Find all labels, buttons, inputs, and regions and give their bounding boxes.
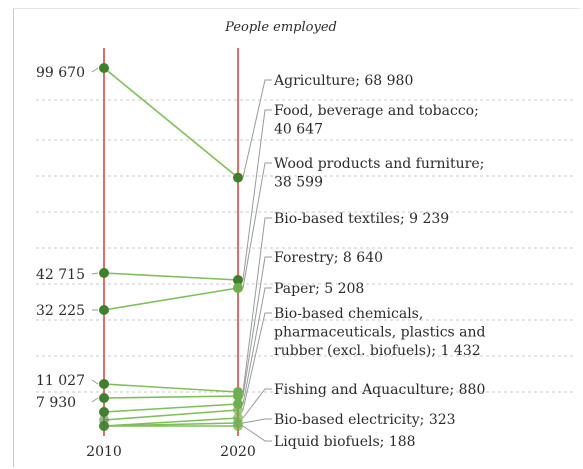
left-leader-0 xyxy=(91,67,99,73)
series-label-9-line-0: Liquid biofuels; 188 xyxy=(274,434,416,450)
series-line-2 xyxy=(103,287,239,311)
right-leader-5 xyxy=(242,287,272,405)
right-leader-4 xyxy=(242,256,272,397)
right-leader-6 xyxy=(242,312,272,411)
series-label-0-line-0: Agriculture; 68 980 xyxy=(273,73,413,89)
point-2010-1 xyxy=(99,268,109,278)
left-leader-4 xyxy=(91,397,99,403)
point-2020-4 xyxy=(233,391,243,401)
chart-frame xyxy=(13,8,580,467)
right-leader-1 xyxy=(242,109,272,281)
left-value-label-1: 42 715 xyxy=(36,267,85,283)
series-label-7-line-0: Fishing and Aquaculture; 880 xyxy=(274,382,485,398)
series-line-6 xyxy=(103,409,239,421)
series-label-6-line-2: rubber (excl. biofuels); 1 432 xyxy=(274,343,481,359)
left-leader-1 xyxy=(91,272,99,275)
right-leader-3 xyxy=(242,217,272,393)
point-2010-4 xyxy=(99,393,109,403)
series-label-8-line-0: Bio-based electricity; 323 xyxy=(274,412,456,428)
series-label-2-line-0: Wood products and furniture; xyxy=(274,156,484,172)
left-value-label-4: 7 930 xyxy=(36,395,76,411)
chart-title: People employed xyxy=(224,20,337,35)
series-label-6-line-0: Bio-based chemicals, xyxy=(274,306,423,322)
point-2010-0 xyxy=(99,63,109,73)
right-leader-0 xyxy=(242,79,272,178)
left-value-label-3: 11 027 xyxy=(36,373,85,389)
point-2010-9 xyxy=(99,421,109,431)
series-label-6-line-1: pharmaceuticals, plastics and xyxy=(274,325,486,341)
series-line-7 xyxy=(103,417,239,427)
series-line-1 xyxy=(103,272,239,281)
left-value-label-0: 99 670 xyxy=(36,65,85,81)
x-tick-label-2020: 2020 xyxy=(220,444,256,460)
series-line-0 xyxy=(103,67,239,179)
series-line-4 xyxy=(103,395,239,399)
series-label-5-line-0: Paper; 5 208 xyxy=(274,281,364,297)
series-label-4-line-0: Forestry; 8 640 xyxy=(274,250,383,266)
series-line-5 xyxy=(103,403,239,413)
point-2020-0 xyxy=(233,172,243,183)
right-leader-7 xyxy=(242,388,272,419)
series-label-1-line-0: Food, beverage and tobacco; xyxy=(274,103,479,119)
series-label-1-line-1: 40 647 xyxy=(274,122,323,138)
point-2010-5 xyxy=(99,407,109,417)
right-leader-8 xyxy=(242,418,272,424)
left-leader-3 xyxy=(91,379,99,385)
left-value-label-2: 32 225 xyxy=(36,303,85,319)
x-tick-label-2010: 2010 xyxy=(86,444,122,460)
point-2020-2 xyxy=(233,283,243,293)
point-2020-9 xyxy=(233,421,243,431)
point-2020-6 xyxy=(233,405,243,415)
series-line-3 xyxy=(103,383,239,393)
point-2010-2 xyxy=(99,305,109,315)
right-leader-9 xyxy=(242,425,272,442)
right-leader-2 xyxy=(242,162,272,289)
point-2010-3 xyxy=(99,379,109,389)
series-label-3-line-0: Bio-based textiles; 9 239 xyxy=(274,211,449,227)
series-label-2-line-1: 38 599 xyxy=(274,175,323,191)
point-2020-1 xyxy=(233,275,243,285)
